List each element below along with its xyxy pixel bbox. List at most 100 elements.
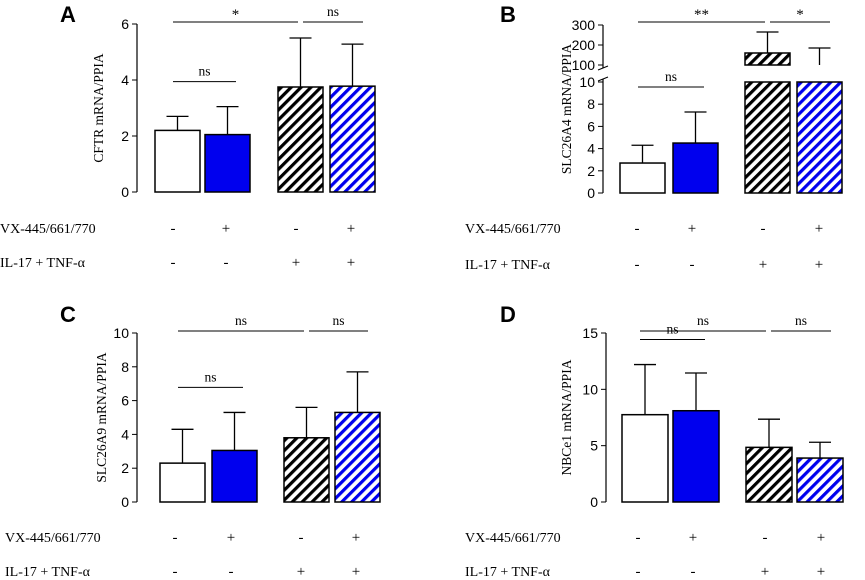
treatment-sign: + [347,221,355,237]
bar-group-3 [744,52,791,66]
treatment-sign: + [297,564,305,580]
panel-letter: C [60,302,76,327]
axis-break-mark [597,76,609,82]
treatment-sign: + [688,221,696,237]
significance-label: * [796,7,804,23]
treatment-row-label: VX-445/661/770 [465,222,561,237]
treatment-sign: - [224,255,229,271]
panel-d: D 0 5 10 15 NBCe1 mRNA/PPIA ns ns ns VX-445/661/7… [465,302,844,580]
bar-group-3 [745,446,793,503]
bar-group-1 [154,129,201,193]
treatment-row-label: IL-17 + TNF-α [5,565,91,580]
y-axis-label: NBCe1 mRNA/PPIA [559,359,574,475]
bar-group-4 [329,85,376,193]
treatment-sign: - [635,257,640,273]
treatment-sign: - [229,564,234,580]
significance-label: * [232,7,240,23]
treatment-sign: + [817,564,825,580]
y-tick-label: 100 [572,57,596,73]
y-tick-label: 4 [121,426,129,442]
treatment-sign: - [763,530,768,546]
y-tick-label: 10 [113,325,129,341]
significance-label: ns [204,369,216,384]
treatment-sign: - [173,530,178,546]
bar-group-4 [334,411,381,503]
bar-group-3-lower [744,81,791,194]
y-tick-label: 2 [121,128,129,144]
y-tick-label: 10 [579,74,595,90]
panel-letter: D [500,302,516,327]
significance-label: ns [665,69,677,84]
treatment-sign: - [636,530,641,546]
treatment-sign: - [635,221,640,237]
y-tick-label: 0 [587,185,595,201]
treatment-row-label: IL-17 + TNF-α [465,565,551,580]
significance-label: ns [332,313,344,328]
y-tick-label: 0 [121,494,129,510]
axis-break-mark [597,65,609,71]
bar-group-4-lower [796,81,843,194]
y-tick-label: 6 [587,118,595,134]
significance-label: ns [235,313,247,328]
treatment-sign: - [173,564,178,580]
treatment-row-label: IL-17 + TNF-α [0,256,86,271]
treatment-sign: + [689,530,697,546]
panel-letter: B [500,2,516,27]
treatment-sign: + [817,530,825,546]
treatment-sign: - [294,221,299,237]
bar-group-2 [204,133,251,193]
bar-group-3 [277,86,324,193]
treatment-sign: - [691,564,696,580]
bar-group-1 [621,413,669,503]
y-axis-label: CFTR mRNA/PPIA [91,53,106,162]
significance-label: ns [697,313,709,328]
y-tick-label: 6 [121,16,129,32]
y-tick-label: 200 [572,37,596,53]
significance-label: ns [666,322,678,337]
panel-letter: A [60,2,76,27]
treatment-sign: + [815,257,823,273]
y-axis-label: SLC26A4 mRNA/PPIA [559,44,574,174]
treatment-sign: + [759,257,767,273]
bar-group-2 [672,409,720,503]
treatment-sign: - [171,255,176,271]
treatment-sign: + [222,221,230,237]
bar-group-4 [796,457,844,503]
panel-a: A 0 2 4 6 CFTR mRNA/PPIA ns * ns VX-445/661/770 - +… [0,2,376,271]
y-tick-label: 10 [582,381,598,397]
treatment-row-label: VX-445/661/770 [5,531,101,546]
y-tick-label: 300 [572,17,596,33]
y-tick-label: 2 [587,163,595,179]
treatment-sign: + [352,564,360,580]
significance-label: ** [694,7,709,23]
y-tick-label: 8 [121,359,129,375]
y-tick-label: 6 [121,393,129,409]
bar-group-1 [619,162,666,194]
panel-c: C 0 2 4 6 8 10 SLC26A9 mRNA/PPIA ns ns ns VX-445/66… [5,302,381,580]
treatment-sign: + [761,564,769,580]
treatment-row-label: VX-445/661/770 [465,531,561,546]
bar-group-2 [672,142,719,194]
bar-group-3 [283,437,330,503]
treatment-row-label: IL-17 + TNF-α [465,258,551,273]
treatment-sign: - [299,530,304,546]
y-tick-label: 0 [121,184,129,200]
treatment-sign: - [171,221,176,237]
treatment-sign: + [292,255,300,271]
treatment-row-label: VX-445/661/770 [0,222,96,237]
y-tick-label: 4 [121,72,129,88]
treatment-sign: + [227,530,235,546]
significance-label: ns [795,313,807,328]
treatment-sign: + [352,530,360,546]
y-axis-label: SLC26A9 mRNA/PPIA [94,352,109,482]
treatment-sign: - [690,257,695,273]
y-tick-label: 2 [121,460,129,476]
y-tick-label: 4 [587,141,595,157]
y-tick-label: 8 [587,96,595,112]
y-tick-label: 5 [590,438,598,454]
y-tick-label: 15 [582,325,598,341]
significance-label: ns [198,64,210,79]
significance-label: ns [327,4,339,19]
